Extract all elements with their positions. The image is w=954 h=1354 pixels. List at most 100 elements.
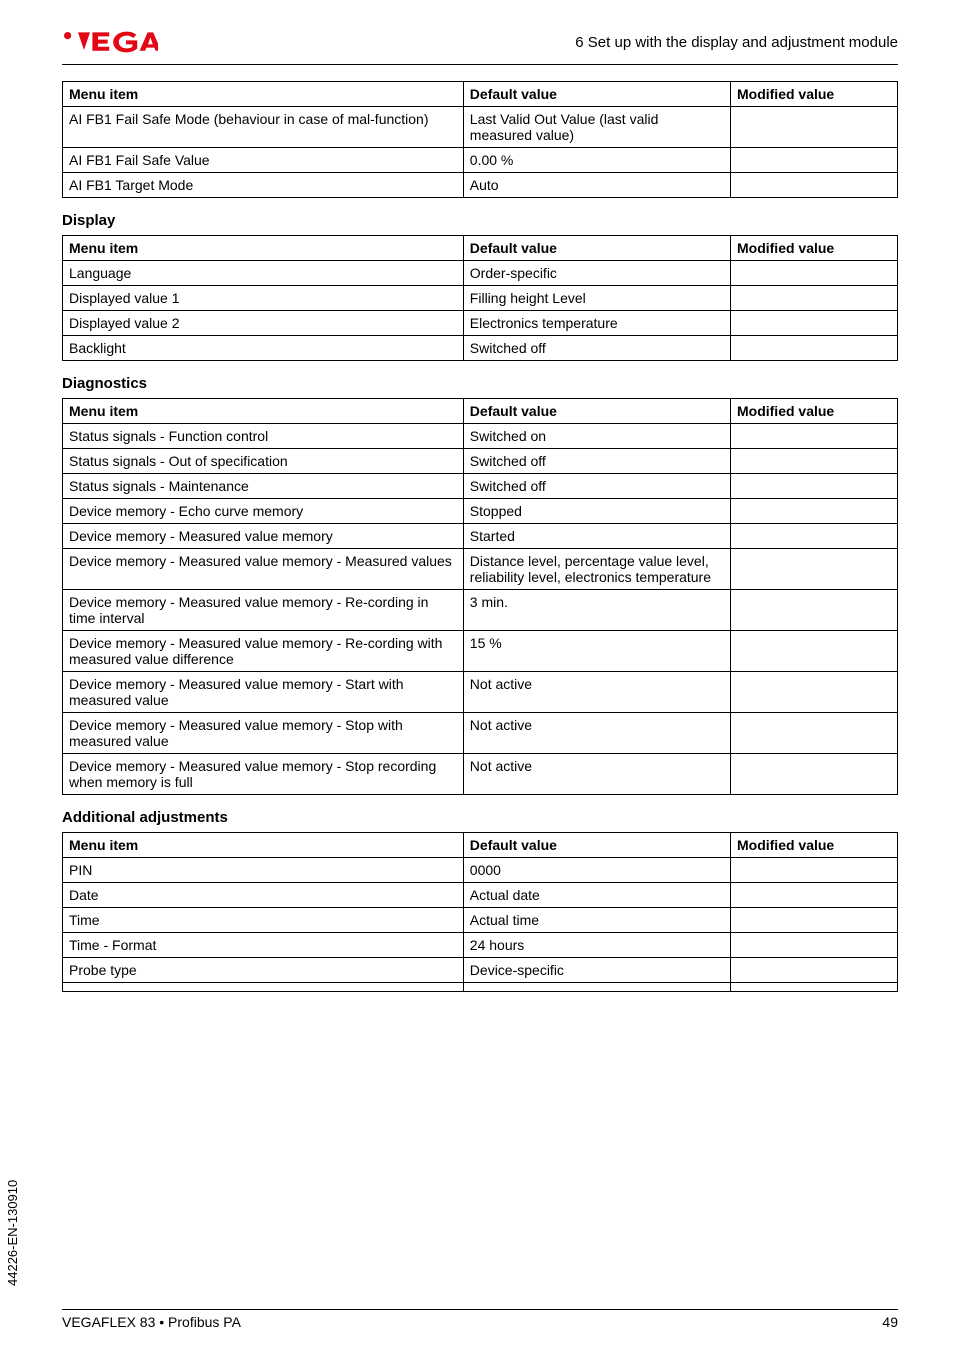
params-table: Menu itemDefault valueModified value Lang… bbox=[62, 235, 898, 361]
table-row: Status signals - MaintenanceSwitched off bbox=[63, 474, 898, 499]
cell-modified bbox=[730, 449, 897, 474]
table-row: TimeActual time bbox=[63, 908, 898, 933]
cell-modified bbox=[730, 933, 897, 958]
cell-modified bbox=[730, 286, 897, 311]
cell-menu: AI FB1 Fail Safe Value bbox=[63, 148, 464, 173]
cell-default: Not active bbox=[463, 754, 730, 795]
col-default-value: Default value bbox=[463, 236, 730, 261]
col-default-value: Default value bbox=[463, 399, 730, 424]
cell-default: 3 min. bbox=[463, 590, 730, 631]
table-row: AI FB1 Fail Safe Mode (behaviour in case… bbox=[63, 107, 898, 148]
table-row: Status signals - Function controlSwitche… bbox=[63, 424, 898, 449]
cell-modified bbox=[730, 499, 897, 524]
cell-modified bbox=[730, 474, 897, 499]
col-modified-value: Modified value bbox=[730, 833, 897, 858]
section-heading: Diagnostics bbox=[62, 375, 898, 392]
cell-modified bbox=[730, 908, 897, 933]
cell-default: 15 % bbox=[463, 631, 730, 672]
cell-modified bbox=[730, 983, 897, 992]
cell-modified bbox=[730, 631, 897, 672]
cell-default: Distance level, percentage value level, … bbox=[463, 549, 730, 590]
params-table: Menu itemDefault valueModified valueStat… bbox=[62, 398, 898, 795]
table-row: Device memory - Measured value memory - … bbox=[63, 631, 898, 672]
cell-default: Started bbox=[463, 524, 730, 549]
cell-modified bbox=[730, 261, 897, 286]
table-row: PIN0000 bbox=[63, 858, 898, 883]
cell-default: Actual time bbox=[463, 908, 730, 933]
cell-menu: Device memory - Measured value memory bbox=[63, 524, 464, 549]
cell-menu: Device memory - Measured value memory - … bbox=[63, 590, 464, 631]
cell-modified bbox=[730, 424, 897, 449]
cell-default: Order-specific bbox=[463, 261, 730, 286]
cell-modified bbox=[730, 524, 897, 549]
cell-default: Switched off bbox=[463, 474, 730, 499]
col-menu-item: Menu item bbox=[63, 236, 464, 261]
section-title: 6 Set up with the display and adjustment… bbox=[575, 34, 898, 51]
table-row: Device memory - Measured value memory - … bbox=[63, 672, 898, 713]
cell-menu bbox=[63, 983, 464, 992]
cell-modified bbox=[730, 883, 897, 908]
table-row: Displayed value 1Filling height Level bbox=[63, 286, 898, 311]
cell-default: 0000 bbox=[463, 858, 730, 883]
col-modified-value: Modified value bbox=[730, 82, 897, 107]
col-menu-item: Menu item bbox=[63, 82, 464, 107]
table-row: AI FB1 Fail Safe Value0.00 % bbox=[63, 148, 898, 173]
cell-modified bbox=[730, 148, 897, 173]
cell-menu: Displayed value 1 bbox=[63, 286, 464, 311]
cell-menu: Displayed value 2 bbox=[63, 311, 464, 336]
cell-menu: Status signals - Maintenance bbox=[63, 474, 464, 499]
cell-modified bbox=[730, 336, 897, 361]
section-heading: Additional adjustments bbox=[62, 809, 898, 826]
col-menu-item: Menu item bbox=[63, 399, 464, 424]
cell-default: Switched off bbox=[463, 449, 730, 474]
table-row: Device memory - Measured value memory - … bbox=[63, 590, 898, 631]
cell-menu: Status signals - Function control bbox=[63, 424, 464, 449]
vega-logo bbox=[62, 28, 158, 56]
cell-modified bbox=[730, 858, 897, 883]
cell-menu: Time - Format bbox=[63, 933, 464, 958]
cell-modified bbox=[730, 754, 897, 795]
doc-code: 44226-EN-130910 bbox=[5, 1180, 20, 1286]
col-modified-value: Modified value bbox=[730, 399, 897, 424]
table-row: Time - Format24 hours bbox=[63, 933, 898, 958]
footer-left: VEGAFLEX 83 • Profibus PA bbox=[62, 1314, 241, 1330]
cell-default: Switched off bbox=[463, 336, 730, 361]
params-table: Menu itemDefault valueModified valuePIN0… bbox=[62, 832, 898, 992]
section-heading: Display bbox=[62, 212, 898, 229]
col-modified-value: Modified value bbox=[730, 236, 897, 261]
cell-modified bbox=[730, 713, 897, 754]
cell-menu: Device memory - Measured value memory - … bbox=[63, 672, 464, 713]
cell-modified bbox=[730, 590, 897, 631]
cell-modified bbox=[730, 311, 897, 336]
cell-menu: Time bbox=[63, 908, 464, 933]
cell-menu: Device memory - Measured value memory - … bbox=[63, 713, 464, 754]
cell-menu: Date bbox=[63, 883, 464, 908]
params-table: Menu itemDefault valueModified valueAI F… bbox=[62, 81, 898, 198]
page-number: 49 bbox=[882, 1314, 898, 1330]
cell-default: Auto bbox=[463, 173, 730, 198]
cell-menu: Device memory - Measured value memory - … bbox=[63, 754, 464, 795]
cell-default: Last Valid Out Value (last valid measure… bbox=[463, 107, 730, 148]
table-row: BacklightSwitched off bbox=[63, 336, 898, 361]
table-row: Device memory - Echo curve memoryStopped bbox=[63, 499, 898, 524]
cell-menu: Probe type bbox=[63, 958, 464, 983]
cell-menu: Language bbox=[63, 261, 464, 286]
cell-default: 24 hours bbox=[463, 933, 730, 958]
table-row: Device memory - Measured value memorySta… bbox=[63, 524, 898, 549]
cell-menu: Status signals - Out of specification bbox=[63, 449, 464, 474]
table-row: Device memory - Measured value memory - … bbox=[63, 549, 898, 590]
cell-menu: AI FB1 Target Mode bbox=[63, 173, 464, 198]
table-row: AI FB1 Target ModeAuto bbox=[63, 173, 898, 198]
cell-default: Device-specific bbox=[463, 958, 730, 983]
col-default-value: Default value bbox=[463, 833, 730, 858]
cell-default: Actual date bbox=[463, 883, 730, 908]
cell-modified bbox=[730, 549, 897, 590]
cell-menu: Device memory - Measured value memory - … bbox=[63, 631, 464, 672]
table-row: Status signals - Out of specificationSwi… bbox=[63, 449, 898, 474]
table-row: Probe typeDevice-specific bbox=[63, 958, 898, 983]
cell-default: 0.00 % bbox=[463, 148, 730, 173]
table-row: Displayed value 2Electronics temperature bbox=[63, 311, 898, 336]
table-row: DateActual date bbox=[63, 883, 898, 908]
table-row bbox=[63, 983, 898, 992]
cell-modified bbox=[730, 107, 897, 148]
